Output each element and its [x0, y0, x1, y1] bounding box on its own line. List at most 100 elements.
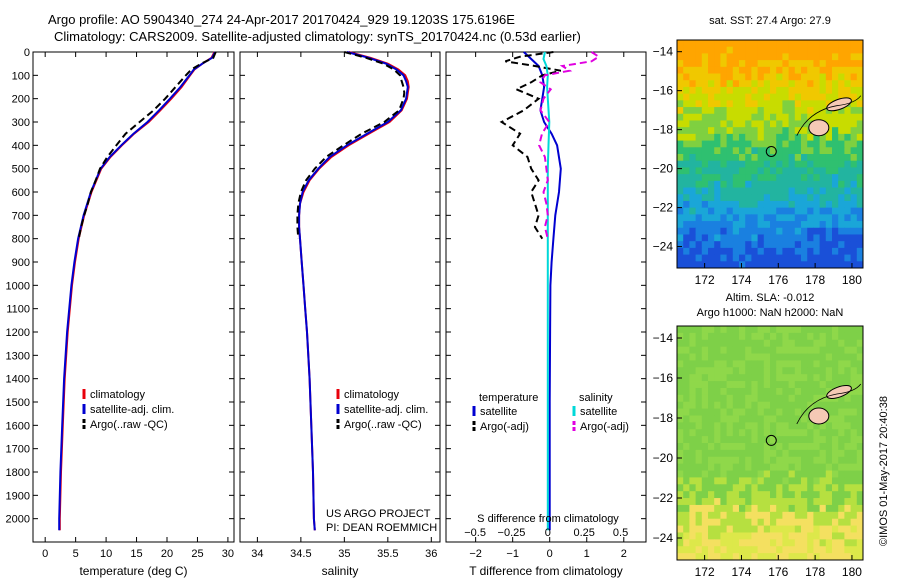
map-cell [714, 234, 721, 242]
map-cell [801, 511, 808, 520]
map-cell [838, 367, 845, 375]
map-cell [807, 154, 814, 162]
map-cell [782, 546, 789, 554]
map-cell [745, 214, 752, 222]
map-cell [770, 154, 777, 162]
map-cell [832, 140, 839, 148]
map-cell [732, 227, 740, 235]
difference-legend-heading: salinity [579, 392, 613, 404]
map-cell [677, 207, 684, 215]
project-annotation: PI: DEAN ROEMMICH [326, 522, 437, 534]
map-cell [751, 339, 758, 348]
map-cell [757, 353, 765, 361]
map-cell [763, 254, 771, 262]
map-cell [794, 207, 802, 215]
map-cell [732, 387, 740, 396]
map-cell [832, 360, 839, 368]
map-cell [677, 53, 684, 61]
map-cell [856, 374, 864, 382]
map-cell [763, 180, 771, 188]
map-cell [745, 180, 752, 188]
map-cell [856, 553, 864, 561]
map-cell [782, 167, 789, 175]
map-cell [714, 491, 721, 499]
map-cell [677, 449, 684, 458]
map-cell [714, 247, 721, 255]
map-cell [856, 120, 864, 128]
map-cell [807, 180, 814, 188]
map-cell [708, 346, 715, 354]
map-cell [751, 234, 758, 242]
depth-tick-label: 2000 [6, 514, 30, 526]
map-cell [813, 436, 820, 444]
map-cell [689, 518, 696, 526]
map-cell [788, 194, 796, 202]
map-cell [850, 532, 858, 540]
map-cell [677, 241, 684, 249]
map-cell [695, 113, 703, 121]
map-cell [763, 120, 771, 128]
map-cell [801, 326, 808, 334]
map-cell [683, 449, 690, 458]
map-cell [745, 381, 752, 389]
map-cell [819, 46, 827, 54]
map-cell [838, 167, 845, 175]
map-cell [844, 80, 851, 88]
map-cell [850, 353, 858, 361]
map-cell [801, 221, 808, 229]
map-cell [770, 80, 777, 88]
map-cell [757, 187, 765, 195]
map-cell [739, 518, 746, 526]
map-cell [856, 436, 864, 444]
map-cell [751, 254, 758, 262]
map-cell [832, 532, 839, 540]
map-cell [788, 154, 796, 162]
map-cell [856, 53, 864, 61]
map-cell [708, 401, 715, 409]
map-cell [677, 80, 684, 88]
map-cell [701, 408, 709, 416]
map-cell [807, 80, 814, 88]
map-cell [732, 160, 740, 168]
map-cell [757, 477, 765, 485]
map-cell [782, 241, 789, 249]
map-cell [819, 525, 827, 533]
map-cell [856, 484, 864, 492]
salinity-xtick-label: 36 [425, 548, 437, 560]
map-cell [776, 449, 783, 458]
map-cell [695, 511, 703, 520]
temperature-xtick-label: 10 [100, 548, 112, 560]
map-cell [683, 408, 690, 416]
map-cell [782, 436, 789, 444]
sst-map-xtick-label: 172 [695, 273, 715, 287]
map-cell [813, 525, 820, 533]
map-cell [813, 46, 820, 54]
map-cell [726, 394, 734, 403]
map-cell [745, 332, 752, 341]
depth-tick-label: 600 [12, 187, 30, 199]
map-cell [776, 147, 783, 155]
sst-map-field [677, 40, 864, 269]
map-cell [832, 449, 839, 458]
map-cell [782, 470, 789, 478]
map-cell [720, 140, 727, 148]
map-cell [844, 46, 851, 54]
map-cell [850, 40, 858, 48]
map-cell [701, 214, 709, 222]
map-cell [726, 463, 734, 471]
map-cell [782, 394, 789, 403]
map-cell [708, 107, 715, 115]
map-cell [695, 484, 703, 492]
map-cell [850, 394, 858, 403]
map-cell [801, 539, 808, 547]
map-cell [720, 346, 727, 354]
map-cell [708, 241, 715, 249]
map-cell [683, 498, 690, 506]
map-cell [801, 227, 808, 235]
map-cell [813, 214, 820, 222]
map-cell [757, 200, 765, 209]
map-cell [832, 40, 839, 48]
map-cell [856, 200, 864, 209]
map-cell [825, 374, 833, 382]
map-cell [838, 326, 845, 334]
